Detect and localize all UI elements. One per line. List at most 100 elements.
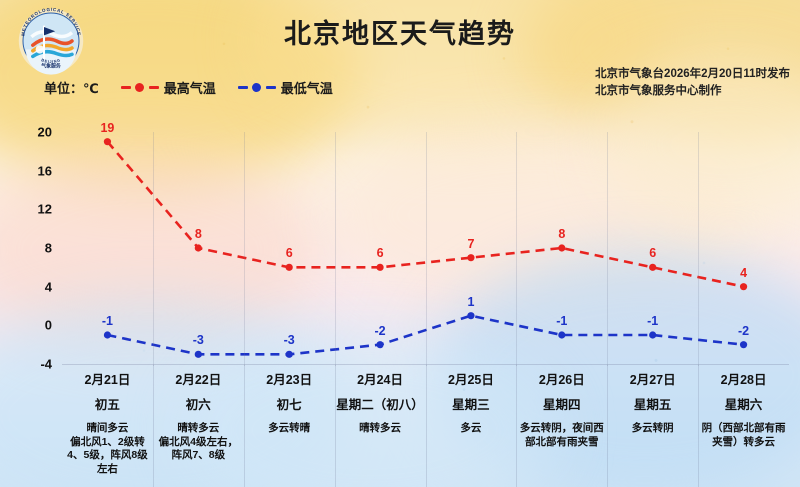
low-temp-label: -3 [283, 333, 295, 348]
y-axis-tick: 20 [37, 124, 52, 140]
low-temp-label: -2 [374, 323, 386, 338]
day-date: 2月22日 [175, 373, 222, 387]
high-temp-label: 7 [467, 236, 475, 251]
legend-label-low: 最低气温 [280, 81, 333, 96]
gridline-vertical [152, 132, 154, 366]
temperature-lines [103, 138, 748, 358]
low-temp-point [376, 341, 384, 349]
low-temp-point [285, 350, 293, 358]
y-axis-tick: 16 [37, 163, 52, 179]
day-column: 2月22日初六晴转多云 偏北风4级左右，阵风7、8级 [152, 365, 244, 487]
gridline-vertical [334, 132, 336, 366]
background-wash [600, 60, 800, 230]
publisher-line-2: 北京市气象服务中心制作 [595, 85, 722, 97]
x-axis-line [62, 364, 789, 365]
day-name: 初六 [185, 398, 211, 412]
low-temp-point [558, 331, 566, 339]
low-temp-label: -1 [647, 314, 659, 328]
day-date: 2月26日 [538, 373, 585, 387]
low-temp-point [649, 331, 657, 339]
unit-label: 单位：℃ [44, 81, 99, 96]
gridline-vertical [243, 132, 245, 366]
day-weather-description: 多云转晴 [268, 422, 311, 434]
day-weather-description: 多云转阴 [631, 422, 674, 434]
day-weather-description: 晴转多云 偏北风4级左右，阵风7、8级 [153, 422, 244, 463]
gridline-vertical [607, 132, 609, 366]
day-name: 初七 [276, 398, 302, 412]
legend-item-low: 最低气温 [237, 78, 333, 97]
day-column: 2月21日初五晴间多云 偏北风1、2级转4、5级，阵风8级左右 [62, 365, 153, 487]
y-axis-tick: 4 [44, 279, 52, 295]
day-date: 2月23日 [266, 373, 313, 387]
high-temp-point [649, 263, 657, 271]
high-temp-label: 4 [740, 265, 748, 280]
day-column: 2月25日星期三多云 [425, 365, 517, 487]
high-temp-point [194, 244, 202, 252]
low-temp-label: -2 [738, 323, 750, 338]
beijing-meteorological-service-logo-icon: METEOROLOGICAL SERVICE BEIJING 气象服务 [18, 7, 84, 75]
low-temp-point [194, 350, 202, 358]
day-weather-description: 多云 [460, 422, 482, 434]
legend-item-high: 最高气温 [120, 78, 216, 97]
high-temp-label: 19 [100, 120, 115, 135]
day-name: 星期三 [452, 398, 490, 412]
high-temp-point [376, 263, 384, 271]
day-date: 2月24日 [357, 373, 403, 387]
svg-text:BEIJING: BEIJING [41, 57, 62, 64]
high-temp-label: 6 [649, 246, 657, 261]
high-temp-point [467, 254, 475, 262]
day-name: 星期五 [633, 398, 672, 412]
plot-area: 19 8 6 6 7 8 6 4 -1 -3 -3 -2 1 -1 -1 -2 [62, 121, 789, 366]
day-weather-description: 阴（西部北部有雨夹雪）转多云 [701, 422, 786, 448]
page-title: 北京地区天气趋势 [284, 19, 516, 49]
publisher-line-1: 北京市气象台2026年2月20日11时发布 [595, 68, 790, 80]
y-axis-tick: 0 [44, 317, 52, 333]
high-temp-label: 6 [285, 246, 293, 261]
day-column: 2月24日星期二（初八） 晴转多云 [334, 365, 426, 487]
day-columns: 2月21日 初五 晴间多云 偏北风1、2级转4、5级，阵风8级左右 2月22日 初六 晴转多… [62, 365, 789, 487]
day-column: 2月27日星期五多云转阴 [607, 365, 698, 487]
high-temp-label: 8 [558, 227, 566, 241]
low-temp-point [103, 331, 112, 339]
high-temp-point [103, 138, 112, 146]
low-temp-line [107, 314, 744, 356]
svg-text:气象服务: 气象服务 [40, 63, 61, 70]
low-temp-label: 1 [467, 294, 475, 309]
chart-legend: 单位：℃ 最高气温 最低气温 [44, 78, 333, 97]
day-name: 星期四 [543, 398, 581, 412]
y-axis: 20 16 12 8 4 0 -4 [0, 125, 52, 372]
day-weather-description: 晴间多云 偏北风1、2级转4、5级，阵风8级左右 [62, 422, 153, 476]
day-date: 2月21日 [84, 373, 131, 387]
day-date: 2月25日 [448, 373, 494, 387]
day-name: 初五 [94, 398, 120, 412]
day-weather-detail: 偏北风4级左右，阵风7、8级 [158, 435, 238, 462]
low-temp-point [739, 341, 748, 349]
gridline-vertical [698, 132, 700, 366]
low-temp-label: -3 [192, 333, 204, 348]
low-temp-label: -1 [556, 314, 568, 328]
day-date: 2月27日 [629, 373, 676, 387]
day-weather-detail: 偏北风1、2级转4、5级，阵风8级左右 [67, 435, 148, 475]
day-date: 2月28日 [720, 373, 767, 387]
high-temp-label: 6 [376, 246, 384, 261]
gridline-vertical [516, 132, 518, 366]
low-temp-point [467, 312, 475, 320]
low-temp-label: -1 [101, 314, 113, 328]
high-temp-point [558, 244, 566, 252]
y-axis-tick: 12 [37, 201, 52, 217]
y-axis-tick: 8 [44, 240, 52, 256]
background-wash [180, 330, 560, 487]
day-name: 星期二（初八） [336, 398, 424, 412]
high-temp-line [106, 140, 744, 288]
high-temp-point [739, 283, 748, 291]
day-weather-description: 晴转多云 [359, 422, 402, 434]
legend-label-high: 最高气温 [163, 81, 216, 96]
high-temp-label: 8 [194, 227, 202, 241]
day-column: 2月26日 星期四 多云转阴，夜间西部北部有雨夹雪 [516, 365, 607, 487]
gridline-vertical [425, 132, 427, 366]
y-axis-tick: -4 [40, 356, 52, 372]
high-temp-line-swatch-icon [120, 82, 159, 93]
high-temp-point [285, 263, 293, 271]
